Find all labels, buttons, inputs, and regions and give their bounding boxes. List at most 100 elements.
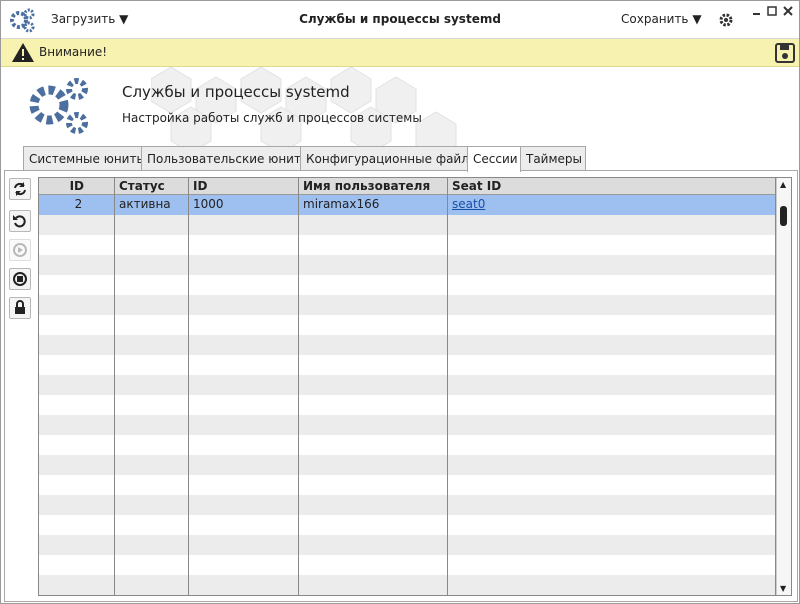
table-cell xyxy=(39,295,115,315)
table-row[interactable] xyxy=(39,235,776,255)
banner-subtitle: Настройка работы служб и процессов систе… xyxy=(122,111,422,125)
table-cell xyxy=(448,415,776,435)
table-cell xyxy=(299,475,448,495)
scroll-down[interactable]: ▼ xyxy=(780,584,787,593)
window-controls[interactable] xyxy=(751,5,797,17)
table-cell xyxy=(39,355,115,375)
table-cell xyxy=(189,275,299,295)
table-cell xyxy=(39,275,115,295)
table-cell: активна xyxy=(115,195,189,215)
column-header[interactable]: Статус xyxy=(115,178,189,195)
table-cell xyxy=(299,355,448,375)
table-row[interactable] xyxy=(39,515,776,535)
table-row[interactable] xyxy=(39,295,776,315)
table-row[interactable] xyxy=(39,475,776,495)
table-cell xyxy=(448,275,776,295)
column-header[interactable]: Имя пользователя xyxy=(299,178,448,195)
table-cell xyxy=(448,515,776,535)
sessions-table: ▲ ▼ ID СессииСтатусID пользователяИмя по… xyxy=(38,177,792,596)
table-cell xyxy=(299,415,448,435)
lock-button[interactable] xyxy=(9,297,31,319)
table-row[interactable] xyxy=(39,395,776,415)
table-cell xyxy=(115,555,189,575)
table-cell xyxy=(39,535,115,555)
table-cell xyxy=(39,435,115,455)
table-row[interactable] xyxy=(39,255,776,275)
restart-button[interactable] xyxy=(9,210,31,232)
table-row[interactable] xyxy=(39,215,776,235)
table-cell xyxy=(299,395,448,415)
table-cell: 2 xyxy=(39,195,115,215)
table-cell xyxy=(448,355,776,375)
table-row[interactable] xyxy=(39,535,776,555)
table-cell xyxy=(189,535,299,555)
scroll-up[interactable]: ▲ xyxy=(780,180,787,189)
tab[interactable]: Пользовательские юниты xyxy=(141,146,310,170)
table-cell xyxy=(299,315,448,335)
table-cell xyxy=(448,555,776,575)
table-row[interactable] xyxy=(39,335,776,355)
table-row[interactable] xyxy=(39,355,776,375)
app-icon xyxy=(10,8,35,33)
table-cell xyxy=(299,275,448,295)
table-cell xyxy=(299,495,448,515)
table-row[interactable] xyxy=(39,375,776,395)
table-cell xyxy=(299,295,448,315)
table-row[interactable] xyxy=(39,455,776,475)
table-cell xyxy=(39,415,115,435)
table-cell xyxy=(299,335,448,355)
table-cell xyxy=(299,435,448,455)
table-cell xyxy=(115,355,189,375)
tab[interactable]: Системные юниты xyxy=(23,146,146,170)
table-cell xyxy=(39,515,115,535)
settings-button[interactable] xyxy=(718,12,734,28)
table-cell xyxy=(448,315,776,335)
table-row[interactable] xyxy=(39,495,776,515)
start-button[interactable] xyxy=(9,239,31,261)
table-cell: miramax166 xyxy=(299,195,448,215)
tab[interactable]: Конфигурационные файлы xyxy=(300,146,478,170)
table-cell xyxy=(189,495,299,515)
save-menu[interactable]: Сохранить ▼ xyxy=(621,12,702,26)
table-row[interactable] xyxy=(39,315,776,335)
column-header[interactable]: ID Сессии xyxy=(39,178,115,210)
save-icon[interactable] xyxy=(775,43,795,63)
table-row[interactable] xyxy=(39,555,776,575)
table-cell xyxy=(448,575,776,595)
scrollbar[interactable]: ▲ ▼ xyxy=(776,178,791,595)
stop-button[interactable] xyxy=(9,268,31,290)
refresh-button[interactable] xyxy=(9,178,31,200)
table-row[interactable] xyxy=(39,415,776,435)
table-cell[interactable]: seat0 xyxy=(448,195,776,215)
table-cell xyxy=(299,515,448,535)
table-cell xyxy=(39,235,115,255)
table-cell xyxy=(299,575,448,595)
scroll-thumb[interactable] xyxy=(780,206,787,226)
table-row[interactable]: 2 активна 1000 miramax166 seat0 xyxy=(39,195,776,215)
table-cell xyxy=(115,535,189,555)
table-row[interactable] xyxy=(39,435,776,455)
table-cell xyxy=(189,355,299,375)
table-cell xyxy=(189,315,299,335)
tab[interactable]: Таймеры xyxy=(520,146,586,170)
table-cell xyxy=(39,475,115,495)
banner-icon xyxy=(29,78,88,134)
table-cell xyxy=(115,255,189,275)
table-cell xyxy=(448,255,776,275)
table-cell xyxy=(448,335,776,355)
table-cell xyxy=(189,375,299,395)
table-cell xyxy=(115,275,189,295)
load-menu[interactable]: Загрузить ▼ xyxy=(51,12,128,26)
table-row[interactable] xyxy=(39,575,776,595)
tab[interactable]: Сессии xyxy=(467,146,521,172)
table-cell xyxy=(115,375,189,395)
column-header[interactable]: Seat ID xyxy=(448,178,776,195)
table-cell xyxy=(189,415,299,435)
table-cell xyxy=(189,295,299,315)
warning-text: Внимание! xyxy=(39,45,108,59)
table-cell xyxy=(39,575,115,595)
table-row[interactable] xyxy=(39,275,776,295)
column-header[interactable]: ID пользователя xyxy=(189,178,299,210)
table-cell xyxy=(189,575,299,595)
table-cell xyxy=(448,535,776,555)
